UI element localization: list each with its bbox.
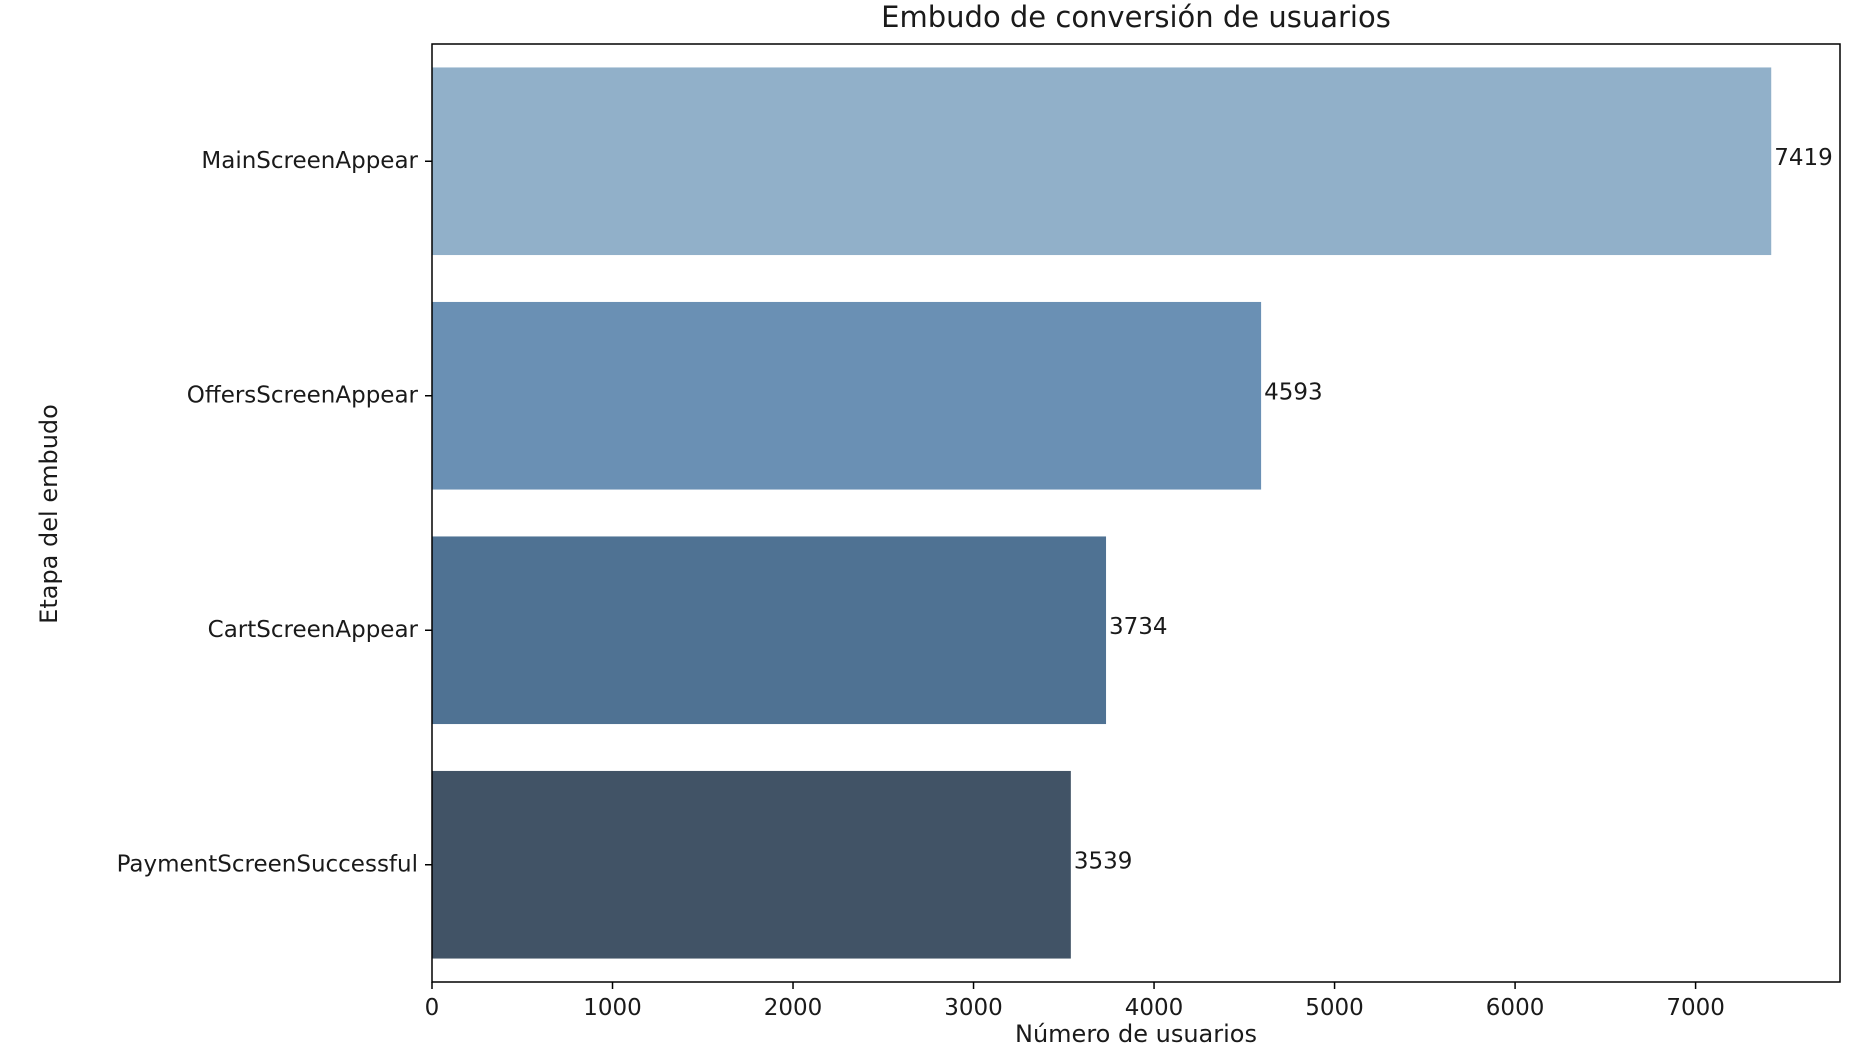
- bar-MainScreenAppear: [432, 67, 1772, 256]
- y-tick-label: MainScreenAppear: [201, 148, 418, 174]
- y-axis-label: Etapa del embudo: [35, 404, 63, 624]
- bar-CartScreenAppear: [432, 536, 1107, 725]
- y-tick-label: OffersScreenAppear: [187, 382, 419, 408]
- x-tick-label: 3000: [944, 995, 1003, 1021]
- y-tick-label: CartScreenAppear: [208, 617, 419, 643]
- x-tick-label: 7000: [1666, 995, 1725, 1021]
- bars-layer: [432, 67, 1772, 959]
- x-tick-label: 4000: [1125, 995, 1184, 1021]
- data-label: 3539: [1074, 848, 1133, 874]
- x-tick-label: 1000: [583, 995, 642, 1021]
- chart-title: Embudo de conversión de usuarios: [881, 0, 1391, 34]
- bar-PaymentScreenSuccessful: [432, 770, 1071, 959]
- data-labels: 7419 4593 3734 3539: [1074, 145, 1833, 875]
- data-label: 4593: [1264, 379, 1323, 405]
- x-tick-label: 0: [425, 995, 440, 1021]
- bar-OffersScreenAppear: [432, 301, 1262, 490]
- x-tick-label: 6000: [1486, 995, 1545, 1021]
- plot-frame: [431, 43, 1841, 983]
- x-tick-label: 5000: [1305, 995, 1364, 1021]
- y-tick-label: PaymentScreenSuccessful: [117, 851, 418, 877]
- y-axis-ticks: MainScreenAppear OffersScreenAppear CartSc…: [117, 148, 432, 877]
- data-label: 7419: [1774, 145, 1833, 171]
- x-axis-ticks: 0 1000 2000 3000 4000 5000 6000 7000: [425, 982, 1725, 1021]
- data-label: 3734: [1109, 614, 1168, 640]
- x-tick-label: 2000: [764, 995, 823, 1021]
- x-axis-label: Número de usuarios: [1015, 1020, 1257, 1048]
